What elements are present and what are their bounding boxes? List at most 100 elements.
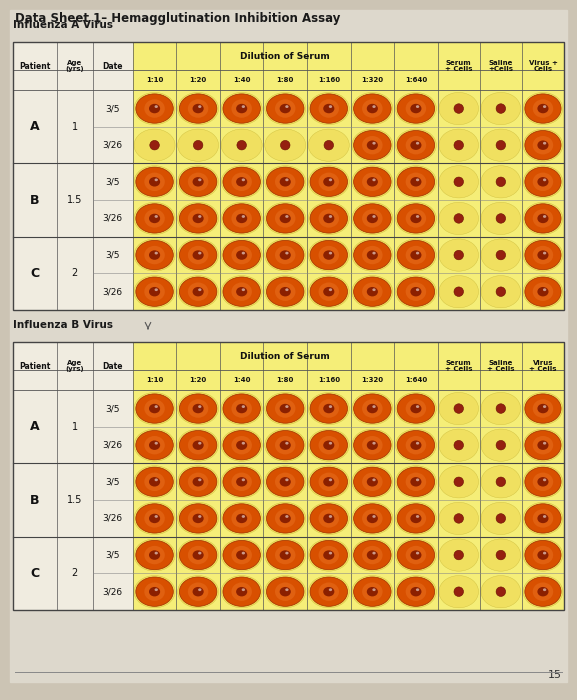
Text: Dilution of Serum: Dilution of Serum [241,351,330,360]
Text: 1:40: 1:40 [233,77,250,83]
Ellipse shape [372,178,376,181]
Ellipse shape [523,239,563,271]
Ellipse shape [329,515,332,518]
Text: 3/26: 3/26 [103,141,123,150]
Ellipse shape [523,92,563,125]
Ellipse shape [533,283,553,301]
Text: 3/5: 3/5 [106,104,120,113]
Bar [133,42,564,310]
Circle shape [496,287,505,296]
Ellipse shape [178,539,219,571]
Ellipse shape [367,251,378,260]
Ellipse shape [406,436,426,454]
Ellipse shape [265,575,306,608]
Ellipse shape [136,277,173,307]
Circle shape [496,177,505,187]
Ellipse shape [285,515,288,518]
Ellipse shape [523,202,563,234]
Ellipse shape [149,104,160,113]
Ellipse shape [329,215,332,218]
Ellipse shape [193,514,204,523]
Ellipse shape [329,252,332,255]
Ellipse shape [372,405,376,408]
Ellipse shape [231,436,252,454]
Ellipse shape [280,440,291,450]
Ellipse shape [308,429,349,461]
Ellipse shape [406,136,426,155]
Ellipse shape [144,399,165,418]
Circle shape [454,287,463,296]
Text: Patient: Patient [19,362,50,370]
Ellipse shape [439,239,478,271]
Ellipse shape [193,440,204,450]
Ellipse shape [372,479,376,481]
Circle shape [150,141,159,150]
Ellipse shape [362,546,383,564]
Ellipse shape [354,204,391,233]
Ellipse shape [543,252,546,255]
Ellipse shape [267,540,304,570]
Ellipse shape [136,540,173,570]
Ellipse shape [410,214,421,223]
Ellipse shape [193,550,204,560]
Ellipse shape [242,215,245,218]
Ellipse shape [323,251,334,260]
Ellipse shape [525,467,561,496]
Ellipse shape [439,276,478,308]
Ellipse shape [367,214,378,223]
Ellipse shape [275,209,295,228]
Text: Influenza A Virus: Influenza A Virus [13,20,113,30]
Ellipse shape [406,509,426,528]
Ellipse shape [406,99,426,118]
Ellipse shape [543,552,546,554]
Bar [13,342,564,610]
Ellipse shape [410,104,421,113]
Ellipse shape [275,246,295,265]
Ellipse shape [352,276,393,308]
Text: 15: 15 [548,670,562,680]
Ellipse shape [149,477,160,486]
Ellipse shape [362,283,383,301]
Ellipse shape [221,466,262,498]
Ellipse shape [267,94,304,123]
Ellipse shape [533,546,553,564]
Circle shape [237,141,246,150]
Ellipse shape [267,430,304,460]
Ellipse shape [155,105,158,108]
Ellipse shape [319,582,339,601]
Circle shape [496,587,505,596]
Ellipse shape [134,539,175,571]
Ellipse shape [537,550,549,560]
Ellipse shape [329,442,332,444]
Ellipse shape [231,173,252,191]
Ellipse shape [267,577,304,606]
Ellipse shape [481,575,520,608]
Ellipse shape [395,129,436,161]
Text: Age: Age [67,360,83,366]
Text: Serum: Serum [446,60,471,66]
Ellipse shape [372,142,376,145]
Ellipse shape [267,467,304,496]
Text: 1:40: 1:40 [233,377,250,383]
Text: 1: 1 [72,122,78,132]
Ellipse shape [308,575,349,608]
Ellipse shape [280,477,291,486]
Ellipse shape [543,588,546,591]
Ellipse shape [178,166,219,198]
Ellipse shape [242,405,245,408]
Ellipse shape [410,404,421,413]
Ellipse shape [308,166,349,198]
Ellipse shape [285,588,288,591]
Ellipse shape [136,467,173,496]
Ellipse shape [193,477,204,486]
Ellipse shape [537,477,549,486]
Ellipse shape [439,202,478,234]
Ellipse shape [265,393,306,425]
Ellipse shape [362,173,383,191]
Ellipse shape [367,104,378,113]
Ellipse shape [144,173,165,191]
Ellipse shape [372,588,376,591]
Ellipse shape [362,209,383,228]
Circle shape [454,587,463,596]
Ellipse shape [525,394,561,424]
